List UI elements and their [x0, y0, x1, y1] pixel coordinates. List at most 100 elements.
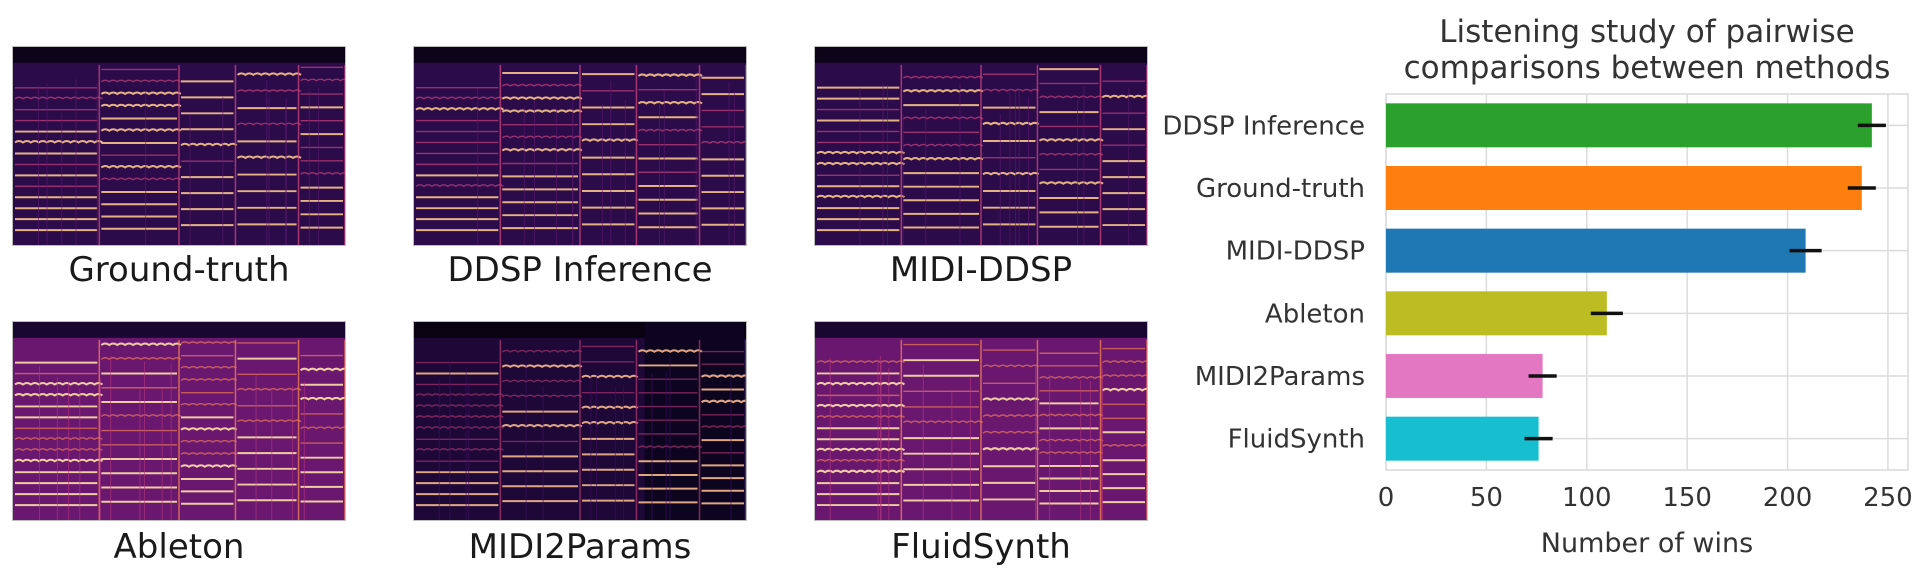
harmonic-line	[637, 100, 703, 105]
category-label: MIDI2Params	[1195, 362, 1365, 392]
harmonic-line	[637, 73, 703, 78]
harmonic-line	[415, 448, 504, 452]
harmonic-line	[180, 464, 238, 468]
harmonic-line	[100, 177, 182, 181]
chart-title-line-1: Listening study of pairwise	[1439, 14, 1855, 50]
spectrogram-fluidsynth	[814, 321, 1148, 521]
bar	[1386, 103, 1872, 148]
spectrogram-midi-ddsp	[814, 46, 1148, 246]
harmonic-line	[100, 414, 182, 418]
harmonic-line	[501, 135, 583, 139]
harmonic-line	[415, 404, 504, 408]
harmonic-line	[14, 437, 103, 441]
harmonic-line	[14, 448, 103, 452]
harmonic-line	[299, 396, 345, 401]
x-tick-label: 150	[1662, 483, 1712, 513]
harmonic-line	[236, 72, 302, 77]
harmonic-line	[982, 414, 1040, 418]
harmonic-line	[902, 89, 984, 93]
harmonic-line	[180, 452, 238, 456]
bar	[1386, 416, 1539, 461]
harmonic-line	[14, 140, 104, 144]
harmonic-line	[415, 426, 504, 430]
harmonic-line	[1038, 181, 1104, 185]
harmonic-line	[180, 402, 238, 406]
harmonic-line	[982, 397, 1040, 402]
bar	[1386, 166, 1862, 210]
plot-area: 0 50 100 150 200 250 DDSP Inference Ground-trut…	[1162, 93, 1913, 513]
harmonic-line	[700, 399, 746, 404]
harmonic-line	[300, 426, 345, 430]
harmonic-line	[902, 143, 984, 147]
harmonic-line	[902, 420, 984, 424]
harmonic-line	[700, 374, 746, 379]
category-label: Ground-truth	[1196, 174, 1365, 204]
harmonic-line	[1102, 374, 1147, 378]
harmonic-line	[1101, 387, 1147, 392]
plot-frame	[1385, 93, 1909, 471]
harmonic-line	[415, 393, 504, 397]
harmonic-line	[100, 165, 182, 169]
harmonic-line	[982, 121, 1040, 126]
harmonic-line	[14, 382, 104, 386]
harmonic-line	[902, 116, 984, 120]
harmonic-line	[637, 349, 703, 353]
x-tick-label: 200	[1763, 483, 1813, 513]
harmonic-line	[100, 357, 182, 361]
harmonic-line	[902, 75, 984, 79]
harmonic-line	[816, 360, 905, 364]
harmonic-line	[100, 79, 182, 83]
harmonic-line	[501, 83, 583, 87]
harmonic-line	[982, 364, 1040, 368]
spectrogram-top-band	[13, 322, 345, 338]
spectrogram-ableton	[12, 321, 346, 521]
harmonic-line	[300, 78, 345, 82]
wins-bar-chart: Listening study of pairwise comparisons …	[1162, 14, 1913, 559]
harmonic-line	[902, 157, 984, 161]
harmonic-line	[501, 364, 583, 369]
harmonic-line	[415, 184, 504, 188]
spectrogram-label-midi2params: MIDI2Params	[468, 527, 692, 567]
bar	[1386, 228, 1806, 273]
harmonic-line	[982, 88, 1040, 92]
harmonic-line	[816, 150, 906, 155]
x-tick-label: 0	[1378, 483, 1395, 513]
harmonic-line	[982, 430, 1040, 434]
category-label: MIDI-DDSP	[1226, 237, 1365, 267]
bar	[1386, 354, 1543, 398]
harmonic-line	[982, 171, 1040, 176]
bar	[1386, 291, 1607, 336]
harmonic-line	[982, 447, 1040, 451]
harmonic-line	[501, 96, 583, 101]
harmonic-line	[14, 458, 104, 463]
spectrogram-top-band	[414, 47, 746, 63]
category-label: Ableton	[1265, 299, 1365, 329]
harmonic-line	[299, 367, 345, 372]
harmonic-line	[501, 394, 583, 398]
harmonic-line	[14, 96, 103, 100]
harmonic-line	[1101, 94, 1147, 99]
harmonic-line	[638, 128, 703, 132]
harmonic-line	[180, 341, 238, 345]
category-label: DDSP Inference	[1162, 111, 1365, 141]
x-tick-label: 100	[1562, 483, 1612, 513]
harmonic-line	[237, 387, 302, 391]
category-label: FluidSynth	[1228, 425, 1365, 455]
harmonic-line	[237, 89, 302, 93]
x-tick-label: 50	[1470, 483, 1503, 513]
spectrogram-top-band	[815, 322, 1147, 338]
spectrogram-label-ground-truth: Ground-truth	[68, 250, 290, 290]
harmonic-line	[415, 96, 504, 100]
harmonic-line	[180, 427, 238, 431]
spectrogram-ddsp-inference	[413, 46, 747, 246]
harmonic-line	[501, 349, 583, 353]
harmonic-line	[237, 419, 302, 423]
x-axis-label: Number of wins	[1541, 528, 1753, 559]
spectrogram-quiet-region	[644, 322, 745, 520]
harmonic-line	[1039, 95, 1104, 99]
harmonic-line	[816, 194, 906, 199]
harmonic-line	[1038, 138, 1104, 142]
harmonic-line	[180, 439, 238, 443]
harmonic-line	[701, 140, 746, 144]
harmonic-line	[100, 91, 182, 96]
